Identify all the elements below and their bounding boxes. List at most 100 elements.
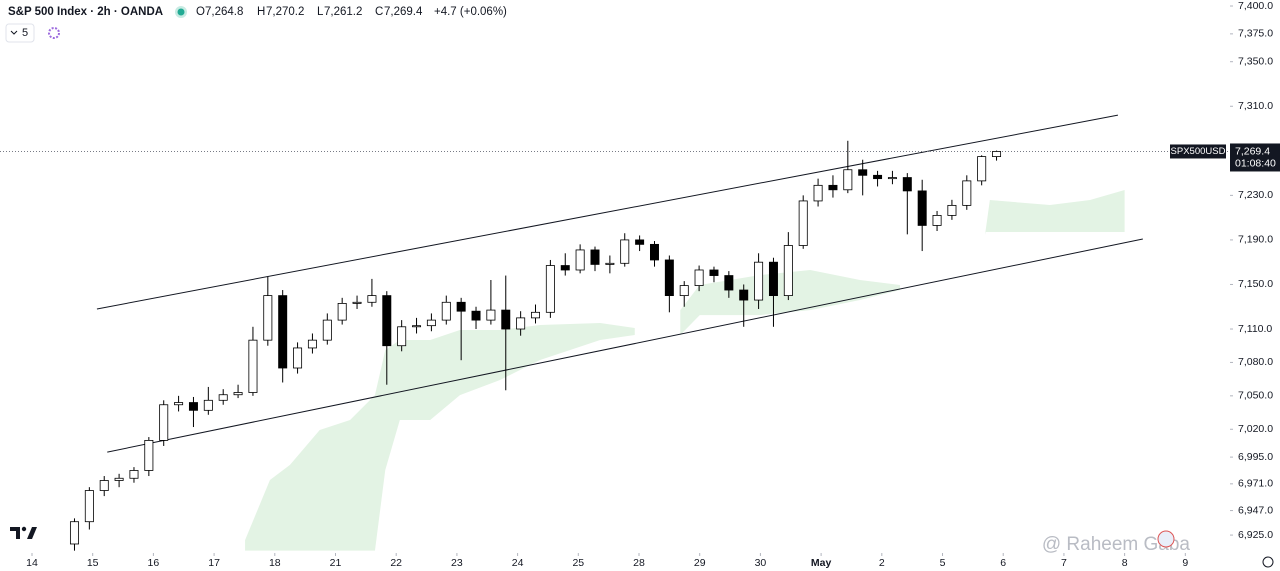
price-tag-text: 7,269.4	[1235, 145, 1270, 157]
logo-part	[27, 527, 37, 539]
candle-body	[813, 184, 823, 202]
x-tick-label: May	[811, 557, 832, 569]
candle-body	[873, 174, 883, 180]
candle-body	[486, 309, 496, 321]
candle-body	[69, 521, 79, 545]
x-tick-label: 28	[633, 557, 645, 569]
candle-body	[887, 177, 897, 180]
x-tick-label: 5	[940, 557, 946, 569]
y-tick-label: 7,050.0	[1238, 390, 1273, 402]
change-value: +4.7 (+0.06%)	[434, 6, 507, 18]
candle-body	[188, 402, 198, 411]
candle-body	[620, 239, 630, 264]
cloud-area	[680, 269, 901, 336]
candle-body	[754, 261, 764, 301]
candle-body	[768, 261, 778, 297]
candle-body	[605, 262, 615, 265]
candle-body	[694, 269, 704, 286]
candle-body	[307, 339, 317, 349]
candle-body	[426, 319, 436, 327]
x-tick-label: 7	[1061, 557, 1067, 569]
candle-body	[367, 295, 377, 303]
candle-body	[278, 295, 288, 369]
candle-body	[337, 303, 347, 321]
y-tick-label: 7,375.0	[1238, 28, 1273, 40]
y-tick-label: 6,971.0	[1238, 478, 1273, 490]
candle-body	[992, 151, 1002, 158]
low-label: L	[317, 6, 324, 18]
x-tick-label: 22	[390, 557, 402, 569]
x-tick-label: 17	[208, 557, 220, 569]
candle-body	[501, 309, 511, 330]
symbol-tag-text: SPX500USD	[1171, 146, 1226, 157]
candle-body	[962, 180, 972, 206]
high-label: H	[257, 6, 265, 18]
candle-body	[531, 311, 541, 319]
candle-body	[709, 269, 719, 276]
candle-body	[441, 301, 451, 321]
x-tick-label: 29	[694, 557, 706, 569]
countdown-text: 01:08:40	[1235, 157, 1276, 169]
legend-header: S&P 500 Index · 2h · OANDA O 7,264.8 H 7…	[5, 6, 507, 43]
x-tick-label: 24	[512, 557, 524, 569]
trend-line	[107, 238, 1143, 453]
x-tick-label: 8	[1122, 557, 1128, 569]
tradingview-logo	[10, 526, 37, 539]
candle-body	[397, 326, 407, 347]
y-tick-label: 7,350.0	[1238, 55, 1273, 67]
candle-body	[263, 295, 273, 341]
candle-body	[352, 301, 362, 304]
candle-body	[456, 301, 466, 312]
x-tick-label: 30	[755, 557, 767, 569]
close-value: 7,269.4	[384, 6, 423, 18]
candle-body	[129, 470, 139, 479]
x-tick-label: 2	[879, 557, 885, 569]
candle-body	[322, 319, 332, 341]
candle-body	[248, 339, 258, 393]
trend-line	[96, 114, 1119, 310]
close-label: C	[375, 6, 383, 18]
indicator-toggle[interactable]	[5, 23, 35, 43]
candle-body	[233, 392, 243, 396]
y-tick-label: 7,310.0	[1238, 100, 1273, 112]
indicator-icon[interactable]	[48, 27, 60, 39]
candle-body	[560, 265, 570, 271]
candle-body	[858, 169, 868, 176]
y-tick-label: 6,925.0	[1238, 529, 1273, 541]
candle-body	[293, 347, 303, 369]
y-tick-label: 7,400.0	[1238, 0, 1273, 12]
open-value: 7,264.8	[205, 6, 243, 18]
x-tick-label: 9	[1182, 557, 1188, 569]
candle-body	[664, 259, 674, 297]
symbol-tag	[1170, 144, 1226, 159]
plot-area	[0, 114, 1230, 551]
candle-body	[99, 480, 109, 491]
logo-part	[10, 527, 20, 539]
y-tick-label: 6,995.0	[1238, 451, 1273, 463]
x-tick-label: 25	[572, 557, 584, 569]
cloud-area	[245, 323, 635, 551]
candle-body	[174, 402, 184, 406]
y-tick-label: 7,020.0	[1238, 423, 1273, 435]
candle-body	[932, 215, 942, 226]
status-dot	[177, 8, 185, 16]
candle-body	[649, 243, 659, 261]
price-tag	[1230, 143, 1280, 172]
candle-body	[739, 289, 749, 301]
y-tick-label: 6,947.0	[1238, 504, 1273, 516]
cloud-area	[985, 190, 1125, 236]
settings-icon[interactable]	[1262, 556, 1274, 568]
y-tick-label: 7,190.0	[1238, 234, 1273, 246]
symbol-title: S&P 500 Index · 2h · OANDA	[8, 6, 163, 18]
x-tick-label: 14	[26, 557, 38, 569]
candle-body	[917, 190, 927, 226]
x-tick-label: 21	[330, 557, 342, 569]
candle-body	[977, 156, 987, 182]
x-tick-label: 18	[269, 557, 281, 569]
candle-body	[947, 204, 957, 216]
candle-body	[828, 184, 838, 191]
candle-body	[724, 275, 734, 291]
candle-body	[471, 310, 481, 321]
low-value: 7,261.2	[324, 6, 362, 18]
